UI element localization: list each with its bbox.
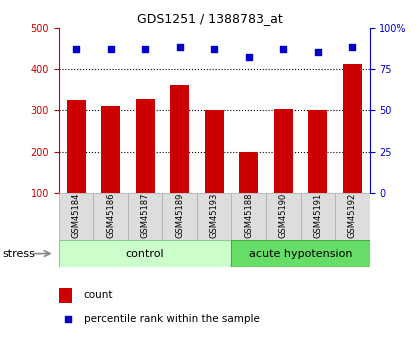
- Bar: [301, 193, 335, 240]
- Bar: [308, 110, 327, 235]
- Text: GSM45186: GSM45186: [106, 193, 115, 238]
- Bar: [136, 99, 155, 235]
- Text: control: control: [126, 249, 165, 258]
- Text: GSM45190: GSM45190: [279, 193, 288, 238]
- Text: count: count: [84, 290, 113, 300]
- Text: GSM45189: GSM45189: [175, 193, 184, 238]
- Bar: [335, 193, 370, 240]
- Bar: [59, 193, 93, 240]
- Point: [176, 45, 183, 50]
- Bar: [239, 152, 258, 235]
- Point: [142, 46, 149, 52]
- Bar: [128, 193, 163, 240]
- Point: [73, 46, 79, 52]
- Point: [315, 50, 321, 55]
- Point: [245, 55, 252, 60]
- Point: [107, 46, 114, 52]
- Text: GDS1251 / 1388783_at: GDS1251 / 1388783_at: [137, 12, 283, 25]
- Point: [65, 316, 71, 322]
- Bar: [343, 64, 362, 235]
- Bar: [170, 85, 189, 235]
- Bar: [197, 193, 231, 240]
- Bar: [205, 110, 224, 235]
- Text: GSM45187: GSM45187: [141, 193, 150, 238]
- Bar: [101, 106, 120, 235]
- Bar: [231, 240, 370, 267]
- Text: GSM45193: GSM45193: [210, 193, 219, 238]
- Text: GSM45184: GSM45184: [71, 193, 81, 238]
- Text: stress: stress: [2, 249, 35, 258]
- Text: percentile rank within the sample: percentile rank within the sample: [84, 314, 260, 324]
- Bar: [163, 193, 197, 240]
- Text: GSM45192: GSM45192: [348, 193, 357, 238]
- Bar: [59, 240, 231, 267]
- Text: GSM45188: GSM45188: [244, 193, 253, 238]
- Bar: [59, 288, 72, 303]
- Bar: [93, 193, 128, 240]
- Bar: [66, 100, 86, 235]
- Text: acute hypotension: acute hypotension: [249, 249, 352, 258]
- Point: [280, 46, 286, 52]
- Bar: [274, 109, 293, 235]
- Text: GSM45191: GSM45191: [313, 193, 322, 238]
- Point: [349, 45, 356, 50]
- Bar: [266, 193, 301, 240]
- Bar: [231, 193, 266, 240]
- Point: [211, 46, 218, 52]
